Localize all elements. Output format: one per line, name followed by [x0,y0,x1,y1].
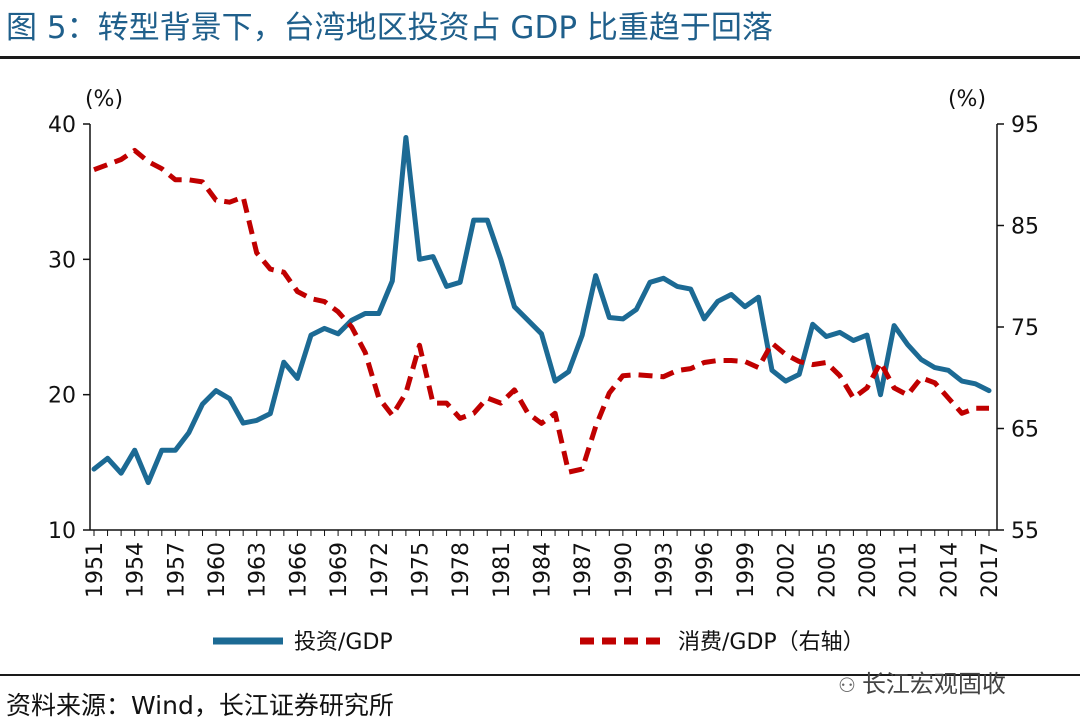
left-y-tick-label: 40 [48,113,76,138]
x-tick-label: 1963 [246,542,271,598]
x-tick-label: 2005 [815,542,840,598]
chart-title: 图 5：转型背景下，台湾地区投资占 GDP 比重趋于回落 [6,10,773,46]
x-tick-label: 2017 [978,542,1003,598]
right-y-axis-label: (%) [948,87,986,112]
right-y-tick-label: 55 [1011,519,1039,544]
x-tick-label: 1954 [124,542,149,598]
x-tick-label: 1972 [368,542,393,598]
x-tick-label: 1975 [408,542,433,598]
x-tick-label: 1990 [612,542,637,598]
source-note: 资料来源：Wind，长江证券研究所 [6,691,394,720]
footer-rule [0,674,1080,676]
x-tick-label: 1984 [531,542,556,598]
x-tick-label: 1951 [83,542,108,598]
title-underline [0,56,1080,59]
wechat-icon: ⚇ [838,673,856,697]
right-y-tick-label: 85 [1011,215,1039,240]
x-tick-label: 1978 [449,542,474,598]
legend-label-2: 消费/GDP（右轴） [678,630,865,655]
x-tick-label: 1960 [205,542,230,598]
x-tick-label: 1996 [693,542,718,598]
series-line-1 [91,135,992,486]
left-y-tick-label: 10 [48,519,76,544]
right-y-tick-label: 65 [1011,418,1039,443]
watermark: ⚇ 长江宏观固收 [838,664,1006,699]
x-tick-label: 1966 [286,542,311,598]
right-y-tick-label: 95 [1011,113,1039,138]
left-y-axis-label: (%) [85,87,123,112]
x-tick-label: 1957 [164,542,189,598]
x-tick-label: 2008 [856,542,881,598]
x-tick-label: 1969 [327,542,352,598]
right-y-tick-label: 75 [1011,316,1039,341]
left-y-tick-label: 30 [48,248,76,273]
watermark-text: 长江宏观固收 [861,670,1006,698]
legend-label-1: 投资/GDP [294,630,393,655]
x-tick-label: 1981 [490,542,515,598]
x-tick-label: 2002 [775,542,800,598]
left-y-tick-label: 20 [48,384,76,409]
series-line-2 [93,147,989,475]
x-tick-label: 2014 [937,542,962,598]
x-tick-label: 2011 [897,542,922,598]
x-tick-label: 1987 [571,542,596,598]
x-tick-label: 1993 [653,542,678,598]
x-tick-label: 1999 [734,542,759,598]
